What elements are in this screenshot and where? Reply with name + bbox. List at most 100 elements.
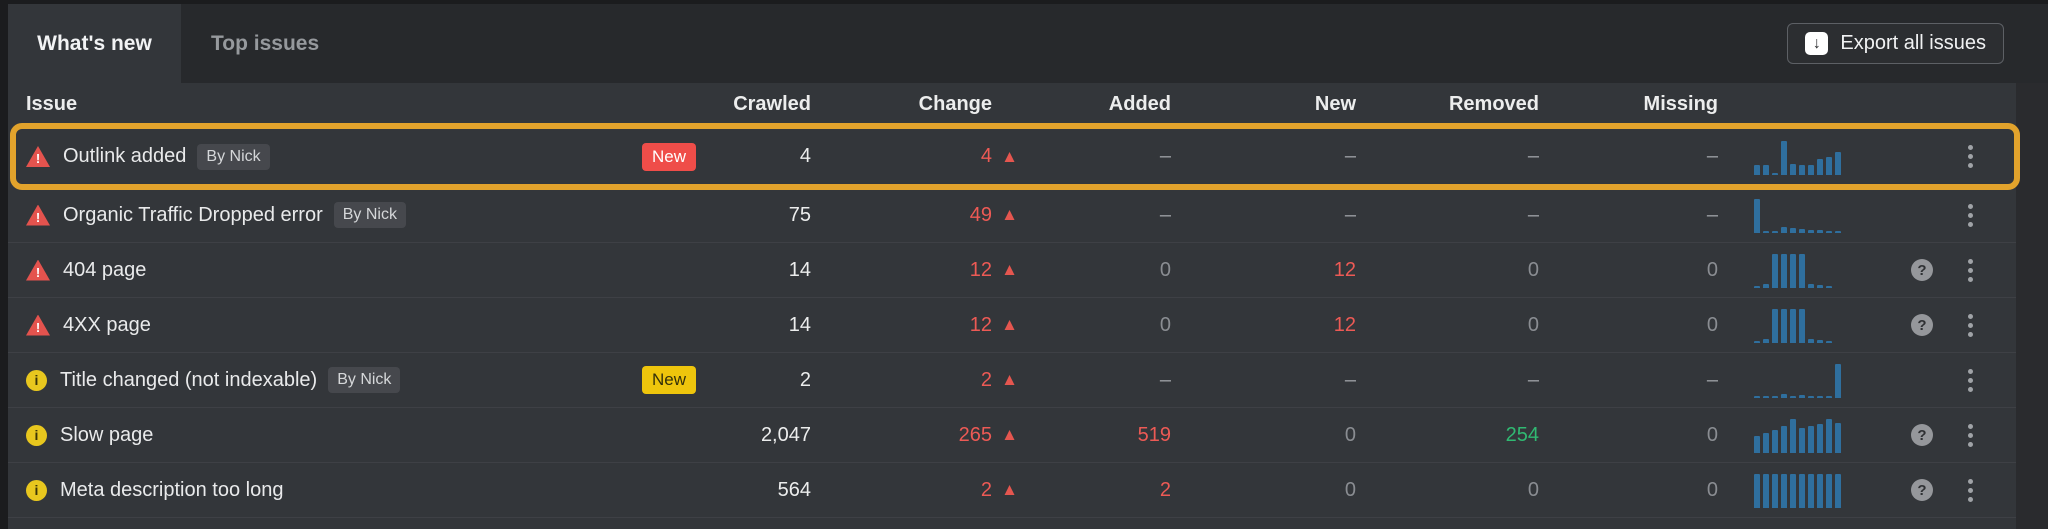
by-author-badge: By Nick — [328, 367, 401, 393]
removed-value: 0 — [1527, 478, 1539, 501]
info-circle-icon: i — [26, 369, 47, 391]
change-cell: 265 ▲ — [811, 424, 1018, 447]
change-value: 4 — [980, 145, 992, 167]
column-header-new[interactable]: New — [1314, 92, 1356, 115]
change-value: 2 — [980, 368, 992, 391]
issue-name[interactable]: Organic Traffic Dropped error — [63, 203, 323, 226]
issue-name[interactable]: Outlink added — [63, 145, 187, 167]
change-up-triangle-icon: ▲ — [1001, 315, 1018, 334]
added-value: 0 — [1159, 313, 1171, 336]
help-icon[interactable]: ? — [1911, 479, 1933, 501]
column-header-removed[interactable]: Removed — [1448, 92, 1539, 115]
kebab-menu-icon[interactable] — [1964, 365, 1977, 396]
issue-name[interactable]: Slow page — [60, 423, 154, 446]
tab-top-issues[interactable]: Top issues — [211, 31, 320, 55]
crawled-value: 14 — [788, 313, 811, 336]
help-icon[interactable]: ? — [1911, 259, 1933, 281]
change-cell: 12 ▲ — [811, 259, 1018, 282]
info-circle-icon: i — [26, 479, 47, 501]
change-value: 265 — [958, 423, 992, 446]
removed-value: 0 — [1527, 258, 1539, 281]
issue-name[interactable]: 4XX page — [63, 313, 151, 336]
tab-whats-new[interactable]: What's new — [8, 4, 181, 83]
crawled-value: 14 — [788, 258, 811, 281]
table-row[interactable]: ! i Meta description too long 564 2 ▲ 2 … — [8, 463, 2016, 518]
table-row[interactable]: ! i Outlink added By Nick New 4 4 ▲ – – … — [8, 123, 2020, 190]
table-row[interactable]: ! i 4XX page 14 12 ▲ 0 12 0 0 ? — [8, 298, 2016, 353]
new-value: 12 — [1333, 313, 1356, 336]
new-value: 0 — [1344, 478, 1356, 501]
change-cell: 2 ▲ — [811, 369, 1018, 392]
by-author-badge: By Nick — [333, 202, 406, 228]
added-value: 2 — [1159, 478, 1171, 501]
change-up-triangle-icon: ▲ — [1001, 425, 1018, 444]
change-up-triangle-icon: ▲ — [1001, 205, 1018, 224]
history-sparkline — [1754, 252, 1850, 288]
change-value: 12 — [969, 258, 992, 281]
new-badge: New — [641, 142, 696, 171]
added-value: – — [1159, 368, 1171, 391]
crawled-value: 2,047 — [760, 423, 811, 446]
kebab-menu-icon[interactable] — [1964, 310, 1977, 341]
history-sparkline — [1754, 197, 1850, 233]
table-row[interactable]: ! i Slow page 2,047 265 ▲ 519 0 254 0 ? — [8, 408, 2016, 463]
new-value: 0 — [1344, 423, 1356, 446]
column-header-change[interactable]: Change — [918, 92, 992, 115]
warning-triangle-icon: ! — [26, 204, 50, 226]
kebab-menu-icon[interactable] — [1964, 420, 1977, 451]
missing-value: 0 — [1706, 423, 1718, 446]
added-value: 0 — [1159, 258, 1171, 281]
right-gutter — [2016, 83, 2048, 529]
missing-value: 0 — [1706, 313, 1718, 336]
download-icon: ↓ — [1805, 32, 1829, 55]
export-all-issues-button[interactable]: ↓ Export all issues — [1787, 23, 2004, 64]
column-header-added[interactable]: Added — [1108, 92, 1171, 115]
added-value: – — [1159, 145, 1171, 167]
kebab-menu-icon[interactable] — [1964, 141, 1977, 172]
history-sparkline — [1754, 417, 1850, 453]
warning-triangle-icon: ! — [26, 259, 50, 281]
crawled-value: 2 — [799, 368, 811, 391]
issues-table: Issue Crawled Change Added New Removed M… — [8, 83, 2020, 529]
change-cell: 2 ▲ — [811, 479, 1018, 502]
missing-value: – — [1706, 203, 1718, 226]
change-up-triangle-icon: ▲ — [1001, 260, 1018, 279]
missing-value: 0 — [1706, 478, 1718, 501]
crawled-value: 75 — [788, 203, 811, 226]
column-header-missing[interactable]: Missing — [1643, 92, 1718, 115]
removed-value: – — [1527, 368, 1539, 391]
table-row[interactable]: ! i Organic Traffic Dropped error By Nic… — [8, 188, 2016, 243]
removed-value: – — [1527, 145, 1539, 167]
change-value: 12 — [969, 313, 992, 336]
warning-triangle-icon: ! — [26, 146, 50, 167]
change-value: 49 — [969, 203, 992, 226]
kebab-menu-icon[interactable] — [1964, 255, 1977, 286]
issue-name[interactable]: Meta description too long — [60, 478, 284, 501]
tab-bar: What's new Top issues ↓ Export all issue… — [8, 4, 2048, 83]
table-body: ! i Outlink added By Nick New 4 4 ▲ – – … — [8, 123, 2020, 518]
table-row[interactable]: ! i Title changed (not indexable) By Nic… — [8, 353, 2016, 408]
new-value: – — [1344, 203, 1356, 226]
history-sparkline — [1754, 307, 1850, 343]
crawled-value: 4 — [799, 145, 811, 167]
history-sparkline — [1754, 139, 1850, 175]
column-header-crawled[interactable]: Crawled — [733, 92, 811, 115]
issue-name[interactable]: Title changed (not indexable) — [60, 368, 318, 391]
removed-value: 254 — [1505, 423, 1539, 446]
missing-value: 0 — [1706, 258, 1718, 281]
removed-value: 0 — [1527, 313, 1539, 336]
help-icon[interactable]: ? — [1911, 424, 1933, 446]
kebab-menu-icon[interactable] — [1964, 200, 1977, 231]
change-up-triangle-icon: ▲ — [1001, 146, 1018, 166]
issue-name[interactable]: 404 page — [63, 258, 147, 281]
kebab-menu-icon[interactable] — [1964, 475, 1977, 506]
history-sparkline — [1754, 472, 1850, 508]
table-header-row: Issue Crawled Change Added New Removed M… — [8, 83, 2016, 125]
change-up-triangle-icon: ▲ — [1001, 480, 1018, 499]
help-icon[interactable]: ? — [1911, 314, 1933, 336]
column-header-issue[interactable]: Issue — [26, 92, 78, 115]
change-cell: 4 ▲ — [811, 145, 1018, 168]
new-value: – — [1344, 368, 1356, 391]
table-row[interactable]: ! i 404 page 14 12 ▲ 0 12 0 0 ? — [8, 243, 2016, 298]
added-value: 519 — [1137, 423, 1171, 446]
